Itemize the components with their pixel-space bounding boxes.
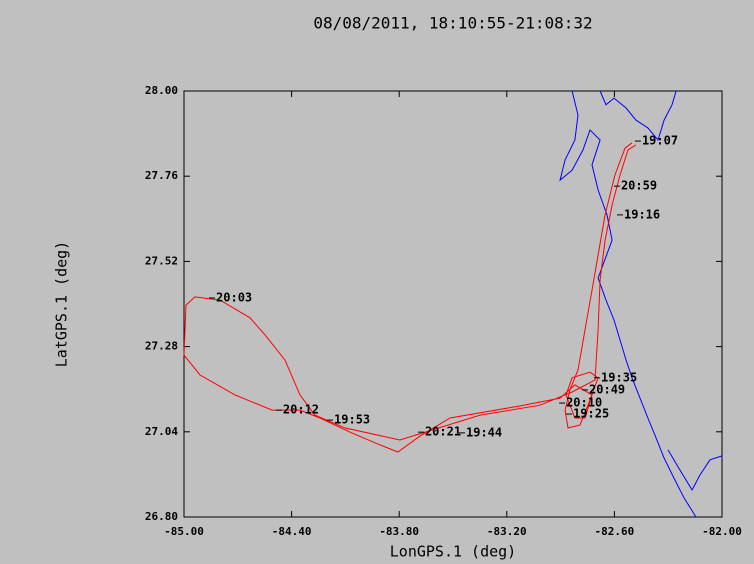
annotation: 20:03 (216, 290, 252, 304)
annotation: 20:10 (566, 396, 602, 410)
annotation: 19:35 (601, 370, 637, 384)
annotation: 19:07 (642, 134, 678, 148)
y-axis-label: LatGPS.1 (deg) (53, 241, 71, 367)
annotation: 20:49 (589, 382, 625, 396)
y-tick-label: 26.80 (145, 510, 178, 523)
x-tick-label: -85.00 (164, 525, 204, 538)
x-tick-label: -83.80 (379, 525, 419, 538)
y-tick-label: 28.00 (145, 84, 178, 97)
annotation: 20:59 (621, 179, 657, 193)
annotation: 19:44 (466, 425, 502, 439)
annotation: 19:16 (624, 207, 660, 221)
x-tick-label: -82.00 (702, 525, 742, 538)
annotation: 20:12 (283, 403, 319, 417)
x-axis-label: LonGPS.1 (deg) (390, 543, 516, 561)
y-tick-label: 27.52 (145, 254, 178, 267)
x-tick-label: -82.60 (595, 525, 635, 538)
x-tick-label: -84.40 (272, 525, 312, 538)
x-tick-label: -83.20 (487, 525, 527, 538)
annotation: 19:25 (573, 407, 609, 421)
annotation: 20:21 (425, 425, 461, 439)
plot-frame (183, 90, 723, 518)
data-line (183, 142, 637, 453)
y-tick-label: 27.04 (145, 425, 178, 438)
annotation: 19:53 (334, 413, 370, 427)
y-tick-label: 27.76 (145, 169, 178, 182)
data-line (559, 90, 723, 518)
y-tick-label: 27.28 (145, 340, 178, 353)
chart-title: 08/08/2011, 18:10:55-21:08:32 (313, 14, 592, 33)
